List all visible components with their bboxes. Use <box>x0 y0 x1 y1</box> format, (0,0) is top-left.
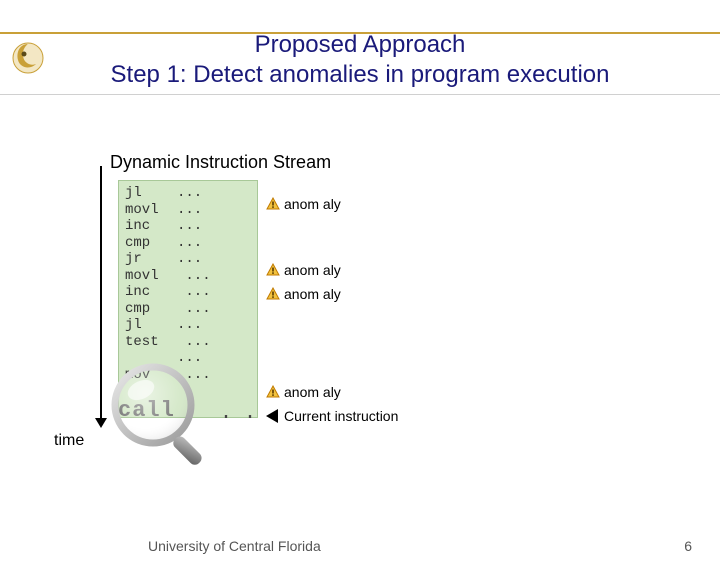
title-line-2: Step 1: Detect anomalies in program exec… <box>111 61 610 88</box>
anomaly-marker: anom aly <box>266 262 341 278</box>
instruction-row: movl... <box>125 202 251 219</box>
anomaly-label: anom aly <box>284 384 341 400</box>
ucf-logo <box>10 38 46 74</box>
magnified-dots: . . <box>220 402 256 425</box>
instruction-row: inc... <box>125 218 251 235</box>
instruction-row: inc ... <box>125 284 251 301</box>
instruction-row: cmp ... <box>125 301 251 318</box>
instruction-row: jl... <box>125 317 251 334</box>
anomaly-marker: anom aly <box>266 286 341 302</box>
slide-number: 6 <box>684 538 692 554</box>
instruction-row: movl ... <box>125 268 251 285</box>
anomaly-marker: anom aly <box>266 384 341 400</box>
anomaly-label: anom aly <box>284 196 341 212</box>
current-instruction-marker: Current instruction <box>266 408 398 424</box>
instruction-row: test ... <box>125 334 251 351</box>
instruction-row: cmp... <box>125 235 251 252</box>
instruction-row: mov ... <box>125 367 251 384</box>
title-line-1: Proposed Approach <box>255 31 466 58</box>
current-instruction-label: Current instruction <box>284 408 398 424</box>
warning-icon <box>266 263 280 277</box>
instruction-row: jr... <box>125 251 251 268</box>
slide-title: Proposed Approach Step 1: Detect anomali… <box>0 30 720 90</box>
time-axis-label: time <box>54 432 84 450</box>
warning-icon <box>266 287 280 301</box>
instruction-row: ... <box>125 350 251 367</box>
stream-subtitle: Dynamic Instruction Stream <box>110 152 331 173</box>
header-accent-line <box>0 32 720 34</box>
magnified-instruction: call <box>118 398 175 423</box>
title-underline <box>0 94 720 95</box>
anomaly-label: anom aly <box>284 262 341 278</box>
anomaly-label: anom aly <box>284 286 341 302</box>
instruction-stream-block: jl...movl...inc...cmp...jr...movl ...inc… <box>118 180 258 418</box>
time-axis-arrow <box>100 166 102 426</box>
warning-icon <box>266 385 280 399</box>
warning-icon <box>266 197 280 211</box>
current-pointer-icon <box>266 409 278 423</box>
anomaly-marker: anom aly <box>266 196 341 212</box>
footer-affiliation: University of Central Florida <box>148 538 321 554</box>
instruction-row: jl... <box>125 185 251 202</box>
